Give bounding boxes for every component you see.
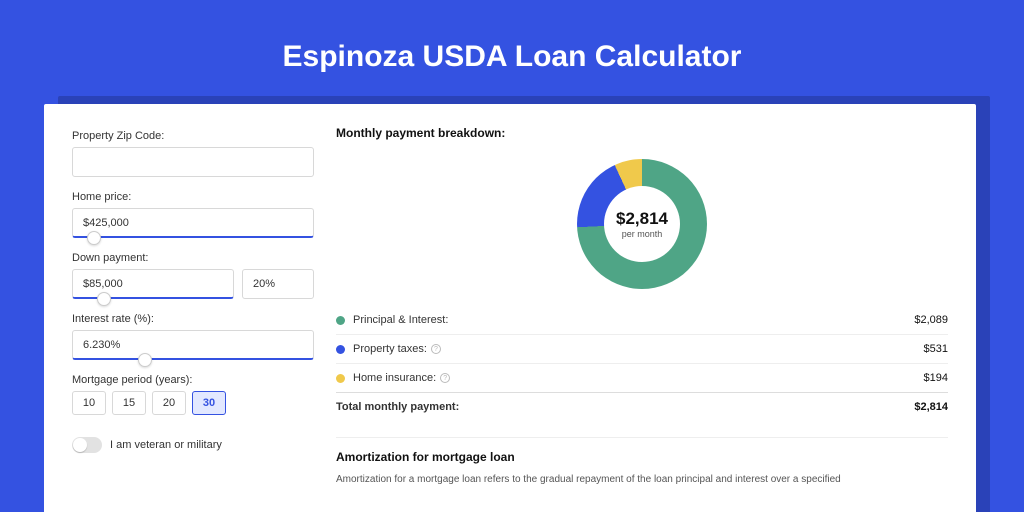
- total-label: Total monthly payment:: [336, 401, 914, 413]
- interest-label: Interest rate (%):: [72, 313, 314, 325]
- form-column: Property Zip Code: Home price: Down paym…: [72, 126, 314, 512]
- down-payment-label: Down payment:: [72, 252, 314, 264]
- down-payment-group: Down payment:: [72, 248, 314, 299]
- breakdown-title: Monthly payment breakdown:: [336, 126, 948, 140]
- donut-center: $2,814 per month: [604, 186, 680, 262]
- period-group: Mortgage period (years): 10152030: [72, 370, 314, 415]
- page-title: Espinoza USDA Loan Calculator: [0, 0, 1024, 74]
- total-value: $2,814: [914, 401, 948, 413]
- donut-sub: per month: [622, 229, 663, 239]
- veteran-toggle-row: I am veteran or military: [72, 437, 314, 453]
- calculator-card: Property Zip Code: Home price: Down paym…: [44, 104, 976, 512]
- legend-label: Principal & Interest:: [353, 314, 914, 326]
- legend-dot: [336, 374, 345, 383]
- donut-amount: $2,814: [616, 209, 668, 229]
- legend-label: Home insurance: ?: [353, 372, 924, 384]
- slider-thumb[interactable]: [87, 231, 101, 245]
- period-option-30[interactable]: 30: [192, 391, 226, 415]
- info-icon[interactable]: ?: [431, 344, 441, 354]
- veteran-toggle[interactable]: [72, 437, 102, 453]
- breakdown-column: Monthly payment breakdown: $2,814 per mo…: [336, 126, 948, 512]
- donut-chart: $2,814 per month: [577, 159, 707, 289]
- down-payment-input[interactable]: [72, 269, 234, 299]
- amortization-text: Amortization for a mortgage loan refers …: [336, 472, 948, 487]
- period-option-20[interactable]: 20: [152, 391, 186, 415]
- interest-group: Interest rate (%):: [72, 309, 314, 360]
- zip-label: Property Zip Code:: [72, 130, 314, 142]
- toggle-knob: [73, 438, 87, 452]
- amortization-section: Amortization for mortgage loan Amortizat…: [336, 437, 948, 487]
- donut-chart-wrap: $2,814 per month: [336, 150, 948, 298]
- home-price-group: Home price:: [72, 187, 314, 238]
- legend-row: Home insurance: ?$194: [336, 363, 948, 392]
- home-price-label: Home price:: [72, 191, 314, 203]
- zip-field-group: Property Zip Code:: [72, 126, 314, 177]
- info-icon[interactable]: ?: [440, 373, 450, 383]
- legend-row: Property taxes: ?$531: [336, 334, 948, 363]
- legend-value: $194: [924, 372, 948, 384]
- legend: Principal & Interest:$2,089Property taxe…: [336, 306, 948, 421]
- down-payment-pct-input[interactable]: [242, 269, 314, 299]
- slider-thumb[interactable]: [97, 292, 111, 306]
- interest-input[interactable]: [72, 330, 314, 360]
- legend-row: Principal & Interest:$2,089: [336, 306, 948, 334]
- period-options: 10152030: [72, 391, 314, 415]
- zip-input[interactable]: [72, 147, 314, 177]
- legend-value: $2,089: [914, 314, 948, 326]
- legend-total-row: Total monthly payment:$2,814: [336, 392, 948, 421]
- period-option-10[interactable]: 10: [72, 391, 106, 415]
- legend-label: Property taxes: ?: [353, 343, 924, 355]
- home-price-input[interactable]: [72, 208, 314, 238]
- period-label: Mortgage period (years):: [72, 374, 314, 386]
- veteran-label: I am veteran or military: [110, 439, 222, 451]
- legend-dot: [336, 345, 345, 354]
- slider-thumb[interactable]: [138, 353, 152, 367]
- period-option-15[interactable]: 15: [112, 391, 146, 415]
- legend-dot: [336, 316, 345, 325]
- legend-value: $531: [924, 343, 948, 355]
- amortization-title: Amortization for mortgage loan: [336, 450, 948, 464]
